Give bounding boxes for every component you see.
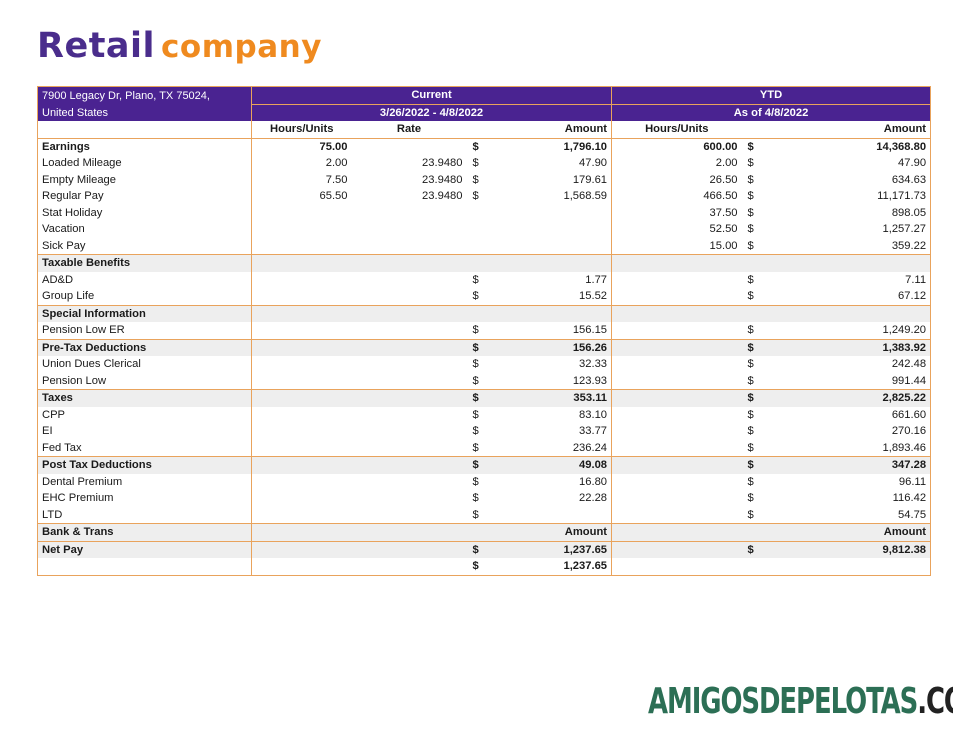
section-taxable-benefits: Taxable Benefits <box>37 254 931 272</box>
section-taxes: Taxes $ 353.11 $ 2,825.22 <box>37 389 931 407</box>
row-group-life: Group Life $ 15.52 $ 67.12 <box>38 288 931 305</box>
ytd-period: As of 4/8/2022 <box>611 103 931 121</box>
row-dental-premium: Dental Premium $ 16.80 $ 96.11 <box>38 473 931 490</box>
section-post-tax-deductions: Post Tax Deductions $ 49.08 $ 347.28 <box>37 456 931 474</box>
current-period: 3/26/2022 - 4/8/2022 <box>250 103 612 121</box>
row-pension-low-er: Pension Low ER $ 156.15 $ 1,249.20 <box>38 322 931 339</box>
col-hours: Hours/Units <box>251 121 352 139</box>
row-net-pay: Net Pay $ 1,237.65 $ 9,812.38 <box>37 540 931 558</box>
col-rate: Rate <box>351 121 467 139</box>
address-line-2: United States <box>37 104 252 121</box>
row-cpp: CPP $ 83.10 $ 661.60 <box>38 406 931 423</box>
watermark-logo: AMIGOSDEPELOTAS.COM <box>648 681 953 722</box>
ytd-label: YTD <box>611 86 931 104</box>
section-special-information: Special Information <box>37 304 931 322</box>
row-ltd: LTD $ $ 54.75 <box>38 506 931 524</box>
row-sick-pay: Sick Pay 15.00 $ 359.22 <box>38 237 931 255</box>
row-ei: EI $ 33.77 $ 270.16 <box>38 423 931 440</box>
company-title: Retail company <box>37 26 322 66</box>
row-ehc-premium: EHC Premium $ 22.28 $ 116.42 <box>38 490 931 507</box>
section-pre-tax-deductions: Pre-Tax Deductions $ 156.26 $ 1,383.92 <box>37 338 931 356</box>
column-headers: Hours/Units Rate Amount Hours/Units Amou… <box>37 121 931 139</box>
row-deposit: $ 1,237.65 <box>38 558 931 575</box>
col-ytd-amount: Amount <box>771 121 931 139</box>
pay-stub-table: 7900 Legacy Dr, Plano, TX 75024, Current… <box>37 86 932 576</box>
row-fed-tax: Fed Tax $ 236.24 $ 1,893.46 <box>38 439 931 457</box>
title-company: company <box>161 29 322 65</box>
section-earnings: Earnings 75.00 $ 1,796.10 600.00 $ 14,36… <box>38 138 931 155</box>
row-stat-holiday: Stat Holiday 37.50 $ 898.05 <box>38 204 931 221</box>
row-union-dues-clerical: Union Dues Clerical $ 32.33 $ 242.48 <box>38 356 931 373</box>
row-vacation: Vacation 52.50 $ 1,257.27 <box>38 221 931 238</box>
section-bank-trans: Bank & Trans Amount Amount <box>37 523 931 541</box>
row-pension-low: Pension Low $ 123.93 $ 991.44 <box>38 372 931 390</box>
row-regular-pay: Regular Pay 65.50 23.9480 $ 1,568.59 466… <box>38 188 931 205</box>
col-ytd-hours: Hours/Units <box>611 121 742 139</box>
current-label: Current <box>250 86 612 104</box>
title-retail: Retail <box>37 26 156 66</box>
row-loaded-mileage: Loaded Mileage 2.00 23.9480 $ 47.90 2.00… <box>38 155 931 172</box>
address-line-1: 7900 Legacy Dr, Plano, TX 75024, <box>37 86 252 104</box>
row-add: AD&D $ 1.77 $ 7.11 <box>38 271 931 288</box>
col-amount: Amount <box>496 121 612 139</box>
row-empty-mileage: Empty Mileage 7.50 23.9480 $ 179.61 26.5… <box>38 171 931 188</box>
